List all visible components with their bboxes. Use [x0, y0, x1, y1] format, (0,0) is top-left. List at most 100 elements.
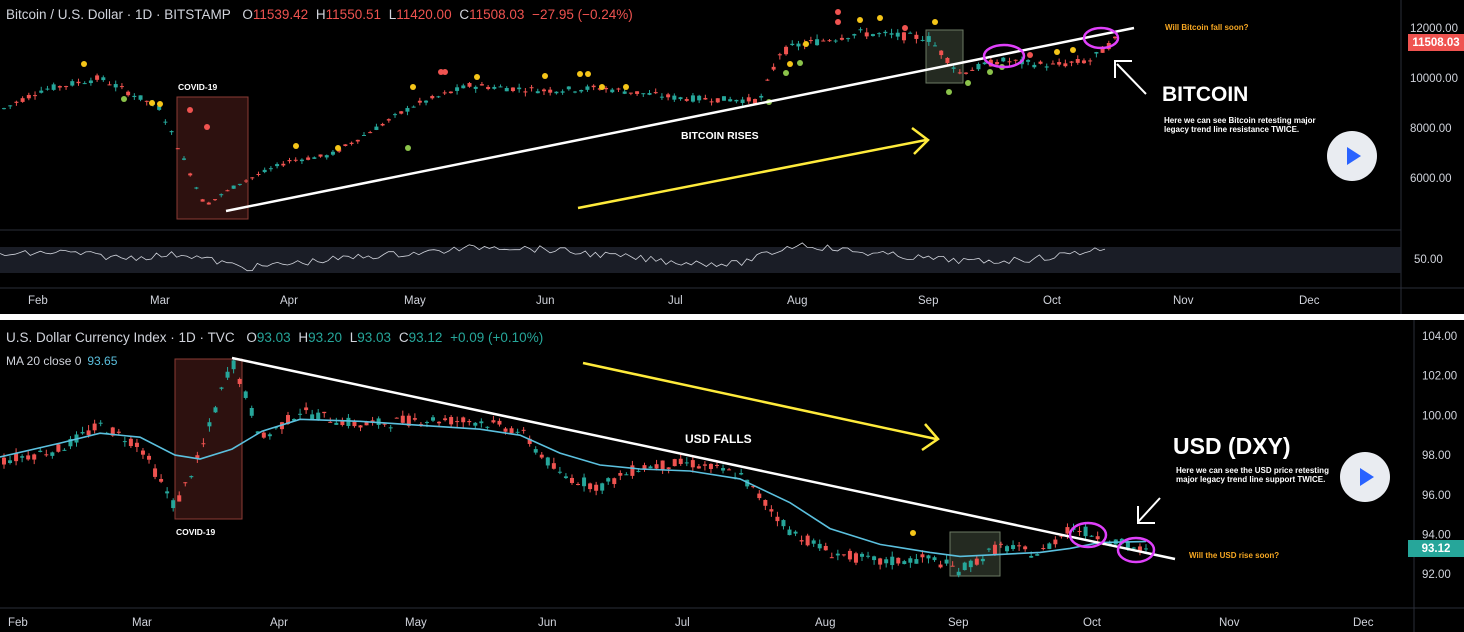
dxy-candle — [497, 420, 502, 425]
dxy-candle — [998, 543, 1003, 545]
dxy-chart-canvas[interactable]: 104.00 102.00 100.00 98.00 96.00 94.00 92.00 Fe… — [0, 320, 1464, 632]
bitcoin-signal-dot — [121, 96, 127, 102]
dxy-candle — [841, 554, 846, 556]
bitcoin-signal-dot — [965, 80, 971, 86]
dxy-candle — [177, 495, 182, 502]
bitcoin-candle — [852, 34, 857, 36]
bitcoin-candle — [76, 81, 81, 84]
dxy-candle — [551, 463, 556, 469]
bitcoin-candle — [181, 158, 186, 160]
bitcoin-candle — [39, 90, 44, 93]
dxy-candle — [189, 476, 194, 478]
dxy-candle — [727, 469, 732, 471]
dxy-title-annotation: USD (DXY) — [1173, 433, 1291, 459]
bitcoin-high: 11550.51 — [325, 7, 381, 22]
bitcoin-candle — [455, 87, 460, 91]
dxy-description: Here we can see the USD price retesting … — [1176, 466, 1329, 484]
bitcoin-candle — [318, 154, 323, 157]
bitcoin-candle — [405, 108, 410, 112]
bitcoin-candle — [895, 32, 900, 37]
bitcoin-candle — [883, 31, 888, 34]
dxy-candle — [1095, 536, 1100, 540]
bitcoin-signal-dot — [149, 100, 155, 106]
bitcoin-candle — [641, 93, 646, 95]
dxy-high: 93.20 — [308, 330, 342, 345]
dxy-candle — [1029, 555, 1034, 558]
bitcoin-candle — [175, 148, 180, 150]
dxy-candle — [636, 470, 641, 472]
bitcoin-retest-circle-1 — [982, 43, 1026, 69]
bitcoin-candle — [169, 131, 174, 133]
bitcoin-candle — [672, 95, 677, 100]
bitcoin-candle — [95, 75, 100, 80]
bitcoin-candle — [914, 34, 919, 39]
bitcoin-candle — [784, 46, 789, 55]
bitcoin-signal-dot — [797, 60, 803, 66]
dxy-candle — [455, 421, 460, 423]
dxy-low-label: L — [349, 330, 358, 345]
dxy-candle — [406, 415, 411, 426]
bitcoin-candle — [970, 69, 975, 71]
bitcoin-candle — [70, 81, 75, 86]
dxy-candle — [817, 543, 822, 549]
dxy-candle — [159, 478, 164, 482]
bitcoin-month-label: Sep — [918, 295, 938, 307]
bitcoin-signal-dot — [204, 124, 210, 130]
dxy-candle — [829, 557, 834, 559]
dxy-candle — [261, 432, 266, 438]
ma-legend: MA 20 close 0 93.65 — [6, 354, 117, 368]
bitcoin-candle — [585, 86, 590, 90]
bitcoin-candle — [870, 34, 875, 37]
dxy-candle — [485, 426, 490, 428]
dxy-candle — [285, 415, 290, 424]
dxy-candle — [769, 509, 774, 512]
bitcoin-candle — [343, 144, 348, 147]
bitcoin-month-label: Nov — [1173, 295, 1194, 307]
bitcoin-candle — [1081, 60, 1086, 64]
dxy-candle — [684, 462, 689, 464]
bitcoin-signal-dot — [81, 61, 87, 67]
dxy-candle — [255, 431, 260, 434]
bitcoin-signal-dot — [803, 41, 809, 47]
bitcoin-candle — [293, 159, 298, 161]
pane-divider[interactable] — [0, 314, 1464, 320]
bitcoin-pointer-arrow — [1116, 63, 1147, 95]
bitcoin-chart-pane[interactable]: 12000.00 10000.00 8000.00 6000.00 50.00 Feb Ma… — [0, 0, 1464, 314]
bitcoin-candle — [119, 86, 124, 88]
play-button[interactable] — [1327, 131, 1377, 181]
bitcoin-candle — [1038, 61, 1043, 64]
bitcoin-signal-dot — [1070, 47, 1076, 53]
dxy-candle — [563, 476, 568, 479]
bitcoin-candle — [976, 63, 981, 70]
dxy-month-label: Jul — [675, 617, 690, 629]
bitcoin-covid-label: COVID-19 — [178, 82, 218, 92]
bitcoin-month-label: Feb — [28, 295, 48, 307]
dxy-candle — [1017, 545, 1022, 547]
dxy-candle — [1083, 526, 1088, 537]
bitcoin-change: −27.95 (−0.24%) — [532, 7, 633, 22]
dxy-candle — [14, 453, 19, 462]
bitcoin-candle — [591, 85, 596, 88]
bitcoin-candle — [920, 39, 925, 41]
bitcoin-candle — [765, 79, 770, 81]
bitcoin-candle — [908, 32, 913, 34]
bitcoin-candle — [51, 84, 56, 90]
dxy-candle — [696, 466, 701, 469]
dxy-candle — [974, 558, 979, 565]
dxy-candle — [708, 463, 713, 469]
dxy-candle — [1041, 548, 1046, 550]
bitcoin-signal-dot — [857, 17, 863, 23]
play-button-2[interactable] — [1340, 452, 1390, 502]
bitcoin-candle — [901, 32, 906, 41]
bitcoin-candle — [361, 134, 366, 136]
bitcoin-signal-dot — [1027, 52, 1033, 58]
bitcoin-candle — [436, 96, 441, 98]
dxy-candle — [304, 407, 309, 411]
dxy-retest-circle-1 — [1068, 521, 1108, 549]
dxy-candle — [938, 564, 943, 568]
dxy-chart-pane[interactable]: 104.00 102.00 100.00 98.00 96.00 94.00 92.00 Fe… — [0, 320, 1464, 632]
bitcoin-chart-canvas[interactable]: 12000.00 10000.00 8000.00 6000.00 50.00 Feb Ma… — [0, 0, 1464, 314]
bitcoin-candle — [678, 97, 683, 100]
dxy-candle — [515, 431, 520, 433]
ma-value: 93.65 — [87, 354, 118, 368]
